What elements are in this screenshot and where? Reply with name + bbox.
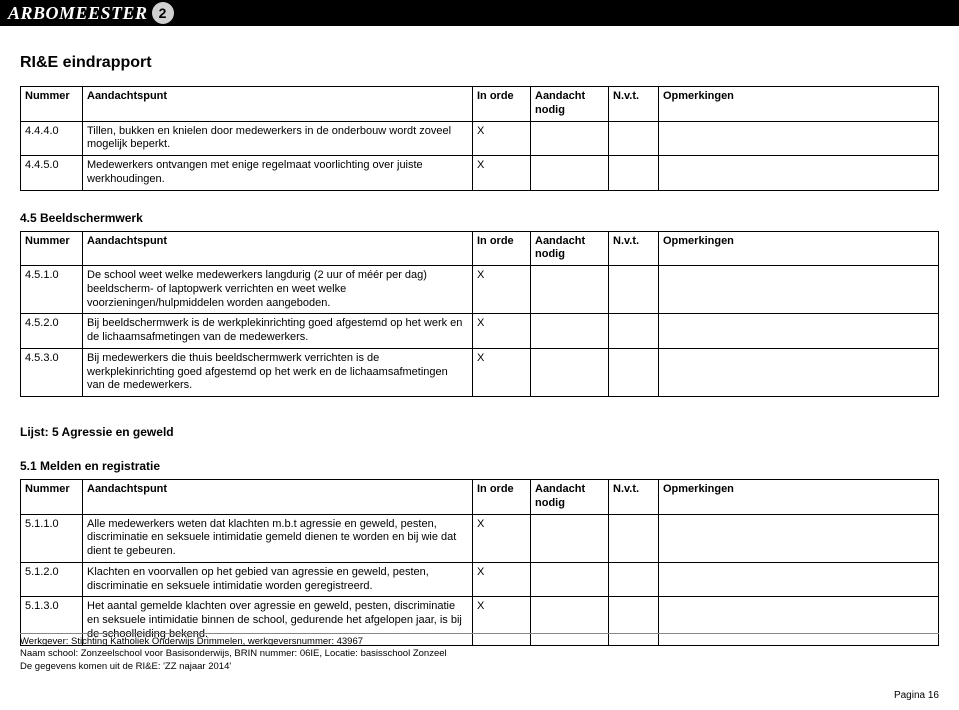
cell-opm: [659, 514, 939, 562]
col-nummer: Nummer: [21, 480, 83, 515]
logo-bar: ARBOMEESTER 2: [0, 0, 959, 26]
cell-opm: [659, 121, 939, 156]
cell-opm: [659, 266, 939, 314]
col-nvt: N.v.t.: [609, 480, 659, 515]
col-inorde: In orde: [473, 231, 531, 266]
table-row: 4.5.2.0 Bij beeldschermwerk is de werkpl…: [21, 314, 939, 349]
cell-nvt: [609, 562, 659, 597]
cell-aandacht: [531, 156, 609, 191]
cell-punt: Tillen, bukken en knielen door medewerke…: [83, 121, 473, 156]
cell-num: 4.4.5.0: [21, 156, 83, 191]
footer-page-number: Pagina 16: [894, 689, 939, 702]
cell-inorde: X: [473, 156, 531, 191]
cell-inorde: X: [473, 121, 531, 156]
col-aandacht: Aandacht nodig: [531, 480, 609, 515]
cell-aandacht: [531, 314, 609, 349]
footer-line-2: Naam school: Zonzeelschool voor Basisond…: [20, 648, 939, 660]
col-aandachtspunt: Aandachtspunt: [83, 231, 473, 266]
footer-line-1: Werkgever: Stichting Katholiek Onderwijs…: [20, 636, 939, 648]
col-nvt: N.v.t.: [609, 231, 659, 266]
table-header-row: Nummer Aandachtspunt In orde Aandacht no…: [21, 480, 939, 515]
table-row: 4.4.4.0 Tillen, bukken en knielen door m…: [21, 121, 939, 156]
cell-nvt: [609, 348, 659, 396]
cell-punt: Bij medewerkers die thuis beeldschermwer…: [83, 348, 473, 396]
cell-nvt: [609, 314, 659, 349]
cell-inorde: X: [473, 266, 531, 314]
cell-num: 4.5.1.0: [21, 266, 83, 314]
col-inorde: In orde: [473, 87, 531, 122]
section-heading-4-5: 4.5 Beeldschermwerk: [20, 211, 939, 225]
cell-opm: [659, 562, 939, 597]
col-inorde: In orde: [473, 480, 531, 515]
cell-aandacht: [531, 121, 609, 156]
cell-aandacht: [531, 348, 609, 396]
table-row: 5.1.1.0 Alle medewerkers weten dat klach…: [21, 514, 939, 562]
cell-inorde: X: [473, 314, 531, 349]
cell-opm: [659, 314, 939, 349]
cell-punt: Bij beeldschermwerk is de werkplekinrich…: [83, 314, 473, 349]
cell-aandacht: [531, 562, 609, 597]
table-row: 5.1.2.0 Klachten en voorvallen op het ge…: [21, 562, 939, 597]
table-row: 4.4.5.0 Medewerkers ontvangen met enige …: [21, 156, 939, 191]
page-content: RI&E eindrapport Nummer Aandachtspunt In…: [0, 26, 959, 664]
cell-num: 5.1.2.0: [21, 562, 83, 597]
table-section-4-5: Nummer Aandachtspunt In orde Aandacht no…: [20, 231, 939, 398]
cell-inorde: X: [473, 562, 531, 597]
col-aandacht: Aandacht nodig: [531, 231, 609, 266]
cell-aandacht: [531, 266, 609, 314]
cell-nvt: [609, 156, 659, 191]
table-section-5-1: Nummer Aandachtspunt In orde Aandacht no…: [20, 479, 939, 646]
logo-badge: 2: [152, 2, 174, 24]
col-aandachtspunt: Aandachtspunt: [83, 480, 473, 515]
cell-nvt: [609, 514, 659, 562]
cell-inorde: X: [473, 514, 531, 562]
page-footer: Werkgever: Stichting Katholiek Onderwijs…: [20, 633, 939, 702]
col-aandachtspunt: Aandachtspunt: [83, 87, 473, 122]
logo-text: ARBOMEESTER: [8, 3, 148, 24]
cell-inorde: X: [473, 348, 531, 396]
cell-punt: Alle medewerkers weten dat klachten m.b.…: [83, 514, 473, 562]
cell-num: 4.4.4.0: [21, 121, 83, 156]
table-section-4-4: Nummer Aandachtspunt In orde Aandacht no…: [20, 86, 939, 191]
col-opm: Opmerkingen: [659, 87, 939, 122]
cell-punt: De school weet welke medewerkers langdur…: [83, 266, 473, 314]
col-opm: Opmerkingen: [659, 480, 939, 515]
table-row: 4.5.3.0 Bij medewerkers die thuis beelds…: [21, 348, 939, 396]
table-row: 4.5.1.0 De school weet welke medewerkers…: [21, 266, 939, 314]
cell-num: 4.5.2.0: [21, 314, 83, 349]
col-aandacht: Aandacht nodig: [531, 87, 609, 122]
footer-line-3: De gegevens komen uit de RI&E: 'ZZ najaa…: [20, 661, 939, 673]
section-heading-5-1: 5.1 Melden en registratie: [20, 459, 939, 473]
cell-opm: [659, 348, 939, 396]
cell-punt: Medewerkers ontvangen met enige regelmaa…: [83, 156, 473, 191]
col-opm: Opmerkingen: [659, 231, 939, 266]
cell-nvt: [609, 266, 659, 314]
cell-punt: Klachten en voorvallen op het gebied van…: [83, 562, 473, 597]
table-header-row: Nummer Aandachtspunt In orde Aandacht no…: [21, 231, 939, 266]
cell-opm: [659, 156, 939, 191]
report-title: RI&E eindrapport: [20, 54, 939, 72]
col-nvt: N.v.t.: [609, 87, 659, 122]
cell-aandacht: [531, 514, 609, 562]
table-header-row: Nummer Aandachtspunt In orde Aandacht no…: [21, 87, 939, 122]
cell-nvt: [609, 121, 659, 156]
cell-num: 4.5.3.0: [21, 348, 83, 396]
list-heading-5: Lijst: 5 Agressie en geweld: [20, 425, 939, 439]
col-nummer: Nummer: [21, 231, 83, 266]
col-nummer: Nummer: [21, 87, 83, 122]
cell-num: 5.1.1.0: [21, 514, 83, 562]
